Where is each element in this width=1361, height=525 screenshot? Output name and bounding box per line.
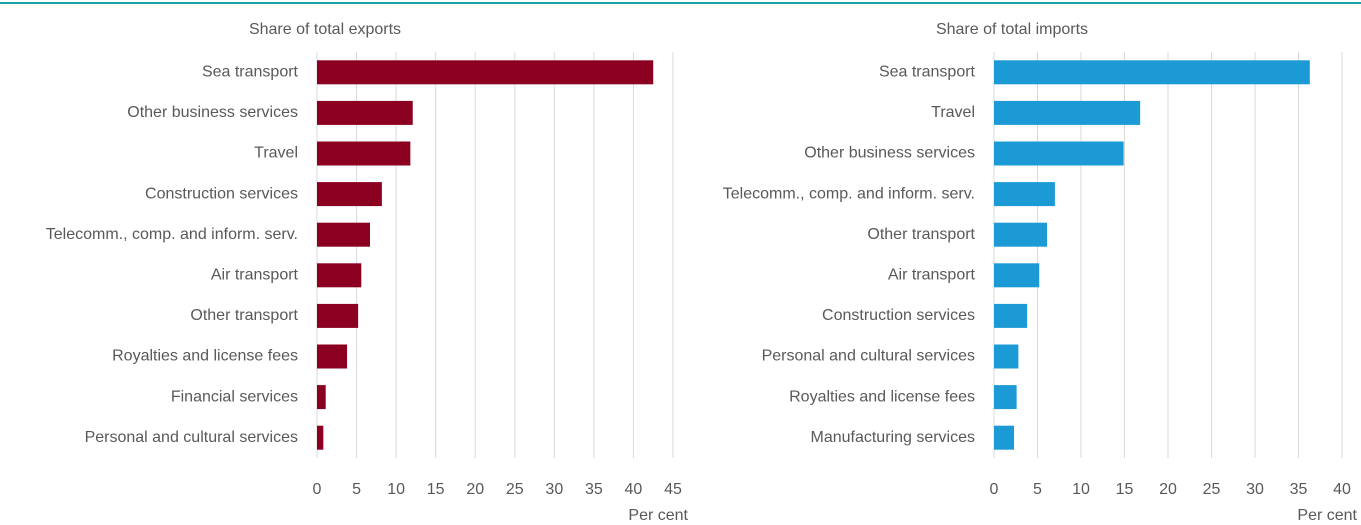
x-axis-label: Per cent	[628, 507, 688, 524]
chart-title: Share of total imports	[936, 21, 1088, 38]
x-tick-label: 15	[1116, 481, 1134, 498]
y-tick-label: Sea transport	[202, 64, 299, 81]
y-tick-label: Royalties and license fees	[789, 388, 975, 405]
bar	[317, 141, 411, 166]
x-tick-label: 10	[1072, 481, 1090, 498]
bar	[994, 425, 1015, 450]
x-tick-label: 45	[664, 481, 682, 498]
y-tick-label: Air transport	[888, 267, 976, 284]
bar	[994, 263, 1040, 288]
bar	[994, 222, 1048, 247]
x-tick-label: 20	[1159, 481, 1177, 498]
x-tick-label: 30	[545, 481, 563, 498]
bar	[317, 344, 348, 369]
x-tick-label: 40	[1333, 481, 1351, 498]
bar	[994, 182, 1055, 207]
y-tick-label: Air transport	[211, 267, 299, 284]
bar	[317, 385, 326, 410]
x-tick-label: 30	[1246, 481, 1264, 498]
bar	[994, 100, 1141, 125]
y-tick-label: Telecomm., comp. and inform. serv.	[723, 185, 975, 202]
y-tick-label: Financial services	[171, 388, 298, 405]
x-tick-label: 35	[1290, 481, 1308, 498]
bar	[317, 60, 654, 85]
x-tick-label: 15	[427, 481, 445, 498]
x-tick-label: 40	[625, 481, 643, 498]
bar	[994, 60, 1310, 85]
bar	[317, 100, 413, 125]
y-tick-label: Other business services	[804, 145, 975, 162]
x-tick-label: 20	[466, 481, 484, 498]
y-tick-label: Royalties and license fees	[112, 348, 298, 365]
chart-title: Share of total exports	[249, 21, 401, 38]
x-tick-label: 25	[506, 481, 524, 498]
y-tick-label: Travel	[254, 145, 298, 162]
y-tick-label: Personal and cultural services	[85, 429, 298, 446]
x-axis-label: Per cent	[1297, 507, 1357, 524]
y-tick-label: Personal and cultural services	[762, 348, 975, 365]
x-tick-label: 5	[1033, 481, 1042, 498]
bar	[317, 425, 324, 450]
y-tick-label: Telecomm., comp. and inform. serv.	[46, 226, 298, 243]
y-tick-label: Travel	[931, 104, 975, 121]
y-tick-label: Construction services	[145, 185, 298, 202]
x-tick-label: 0	[990, 481, 999, 498]
y-tick-label: Other transport	[867, 226, 975, 243]
bar	[994, 385, 1017, 410]
x-tick-label: 0	[313, 481, 322, 498]
y-tick-label: Other business services	[127, 104, 298, 121]
y-tick-label: Construction services	[822, 307, 975, 324]
x-tick-label: 35	[585, 481, 603, 498]
y-tick-label: Manufacturing services	[810, 429, 975, 446]
bar	[994, 303, 1028, 328]
x-tick-label: 5	[352, 481, 361, 498]
bar	[317, 263, 362, 288]
bar	[994, 141, 1124, 166]
bar	[317, 303, 359, 328]
bar	[317, 222, 371, 247]
x-tick-label: 10	[387, 481, 405, 498]
bar	[994, 344, 1019, 369]
y-tick-label: Sea transport	[879, 64, 976, 81]
x-tick-label: 25	[1203, 481, 1221, 498]
bar	[317, 182, 382, 207]
y-tick-label: Other transport	[190, 307, 298, 324]
